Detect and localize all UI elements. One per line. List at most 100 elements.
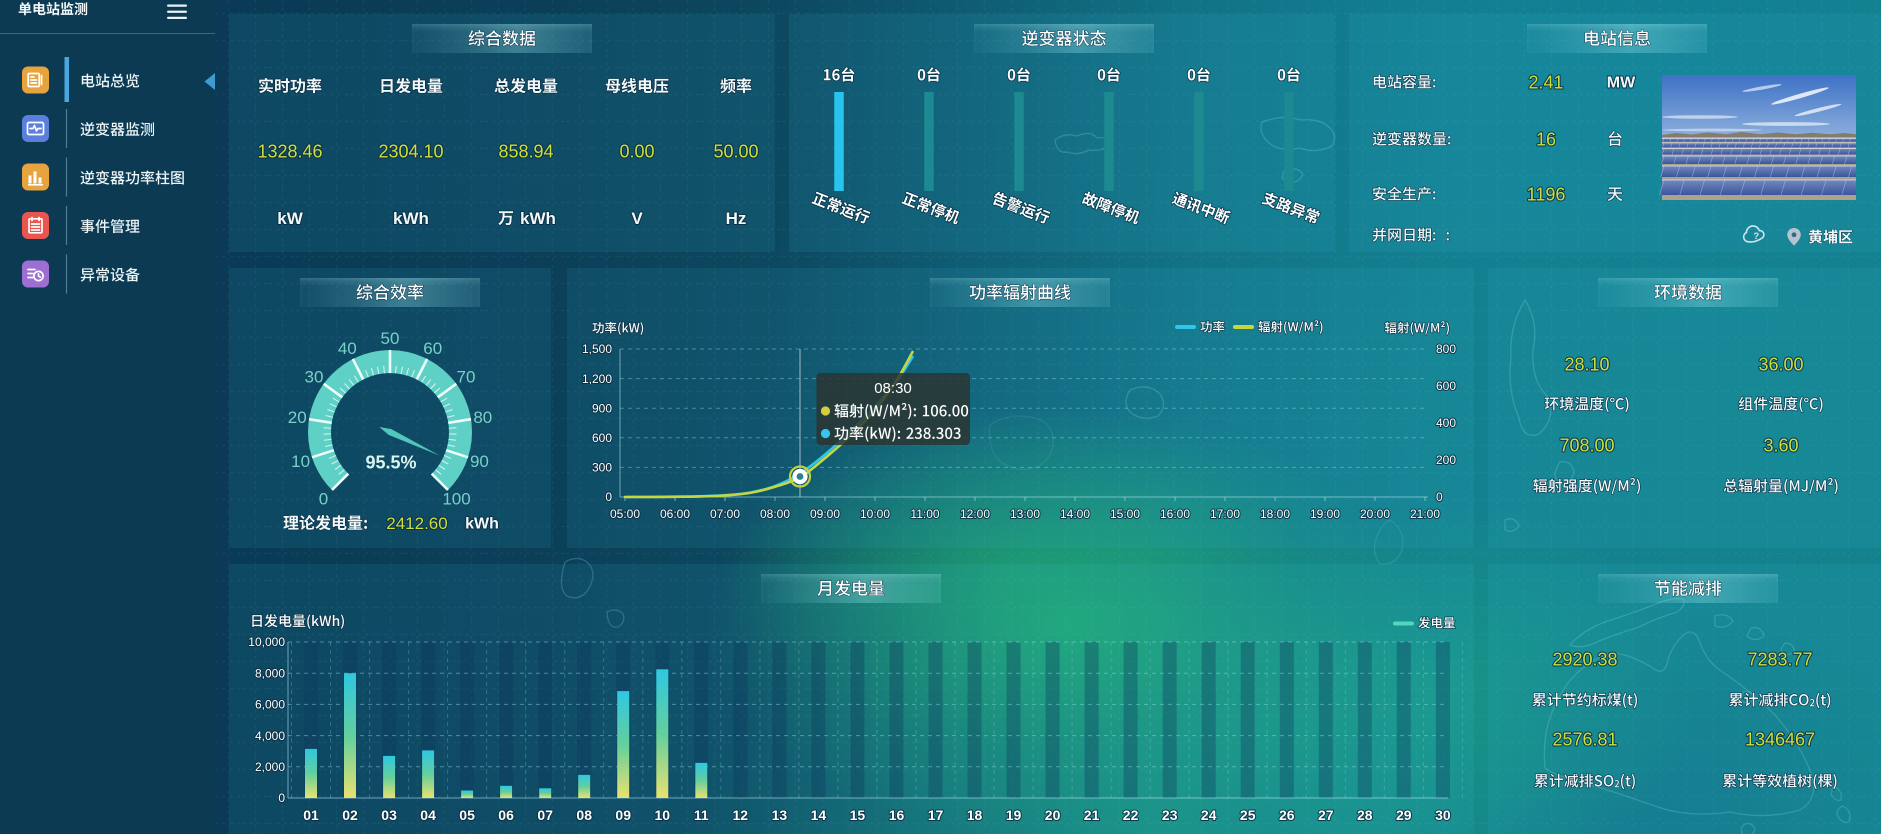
svg-text:16:00: 16:00 [1160,507,1190,521]
svg-text:20:00: 20:00 [1360,507,1390,521]
svg-text:50: 50 [381,329,400,348]
svg-text:Hz: Hz [726,209,747,228]
svg-text:200: 200 [1436,453,1456,467]
svg-text:0.00: 0.00 [619,141,654,161]
svg-text:11:00: 11:00 [910,507,939,521]
svg-text:07: 07 [537,807,553,823]
svg-text:1328.46: 1328.46 [257,141,322,161]
svg-text:8,000: 8,000 [255,666,285,680]
svg-text:13: 13 [772,807,788,823]
svg-text:05: 05 [459,807,475,823]
svg-text:2412.60: 2412.60 [386,514,447,533]
svg-text:04: 04 [420,807,436,823]
svg-text:28: 28 [1357,807,1373,823]
svg-text:08:00: 08:00 [760,507,790,521]
svg-text:36.00: 36.00 [1758,354,1803,374]
svg-text:02: 02 [342,807,358,823]
svg-text:7283.77: 7283.77 [1747,649,1812,669]
svg-text:kWh: kWh [393,209,429,228]
svg-text:30: 30 [305,368,324,387]
svg-text:12:00: 12:00 [960,507,990,521]
svg-text:300: 300 [592,461,612,475]
svg-text:10:00: 10:00 [860,507,890,521]
svg-text:2.41: 2.41 [1528,72,1563,92]
svg-text:11: 11 [694,807,709,823]
svg-text:kW: kW [277,209,303,228]
svg-text:6,000: 6,000 [255,698,285,712]
svg-text:600: 600 [1436,379,1456,393]
svg-text:08:30: 08:30 [874,380,912,397]
svg-text:900: 900 [592,401,612,415]
svg-text:4,000: 4,000 [255,729,285,743]
svg-text:29: 29 [1396,807,1412,823]
svg-text:MW: MW [1607,75,1636,92]
svg-text:18:00: 18:00 [1260,507,1290,521]
svg-text:1346467: 1346467 [1745,729,1815,749]
svg-text:1,500: 1,500 [582,342,612,356]
svg-text:95.5%: 95.5% [365,452,416,472]
svg-text:60: 60 [423,339,442,358]
svg-text:26: 26 [1279,807,1295,823]
svg-text:15: 15 [850,807,866,823]
svg-text:06: 06 [498,807,514,823]
svg-text:1,200: 1,200 [582,372,612,386]
svg-text:10,000: 10,000 [248,635,285,649]
svg-text:09:00: 09:00 [810,507,840,521]
svg-text:13:00: 13:00 [1010,507,1040,521]
svg-text:90: 90 [470,452,489,471]
svg-text:08: 08 [576,807,592,823]
svg-text:40: 40 [338,339,357,358]
svg-text:05:00: 05:00 [610,507,640,521]
svg-text:V: V [631,209,643,228]
svg-text:18: 18 [967,807,983,823]
svg-text:0: 0 [278,791,285,805]
svg-text:2576.81: 2576.81 [1552,729,1617,749]
svg-text:800: 800 [1436,342,1456,356]
svg-text:3.60: 3.60 [1763,435,1798,455]
svg-text:10: 10 [291,452,310,471]
svg-text:0: 0 [605,490,612,504]
svg-text:600: 600 [592,431,612,445]
svg-text:14: 14 [811,807,827,823]
svg-text:100: 100 [442,489,470,508]
svg-text:15:00: 15:00 [1110,507,1140,521]
svg-text:20: 20 [288,408,307,427]
svg-text:2920.38: 2920.38 [1552,649,1617,669]
svg-text:kWh: kWh [465,516,499,533]
svg-text:21:00: 21:00 [1410,507,1440,521]
svg-text:28.10: 28.10 [1564,354,1609,374]
svg-text:07:00: 07:00 [710,507,740,521]
svg-text:?: ? [1753,231,1759,242]
svg-text:27: 27 [1318,807,1334,823]
svg-text:06:00: 06:00 [660,507,690,521]
svg-text:2,000: 2,000 [255,760,285,774]
svg-text:17: 17 [928,807,944,823]
svg-text:70: 70 [457,368,476,387]
svg-text:kWh: kWh [520,209,556,228]
svg-text:708.00: 708.00 [1559,435,1614,455]
svg-text:01: 01 [303,807,319,823]
svg-text:19:00: 19:00 [1310,507,1340,521]
svg-text:0: 0 [319,489,328,508]
svg-text:10: 10 [655,807,671,823]
svg-text:30: 30 [1435,807,1451,823]
svg-text:21: 21 [1084,807,1100,823]
svg-text:14:00: 14:00 [1060,507,1090,521]
svg-text:16: 16 [1536,129,1556,149]
svg-text:12: 12 [733,807,749,823]
svg-text:09: 09 [615,807,631,823]
svg-text:858.94: 858.94 [498,141,553,161]
svg-text:17:00: 17:00 [1210,507,1240,521]
svg-text:50.00: 50.00 [713,141,758,161]
svg-text:24: 24 [1201,807,1217,823]
svg-text:1196: 1196 [1527,184,1566,204]
svg-text:19: 19 [1006,807,1022,823]
svg-text:16: 16 [889,807,905,823]
svg-text:400: 400 [1436,416,1456,430]
svg-text:80: 80 [473,408,492,427]
svg-text:0: 0 [1436,490,1443,504]
svg-text:25: 25 [1240,807,1256,823]
svg-text:22: 22 [1123,807,1139,823]
svg-text:23: 23 [1162,807,1178,823]
svg-text:20: 20 [1045,807,1061,823]
